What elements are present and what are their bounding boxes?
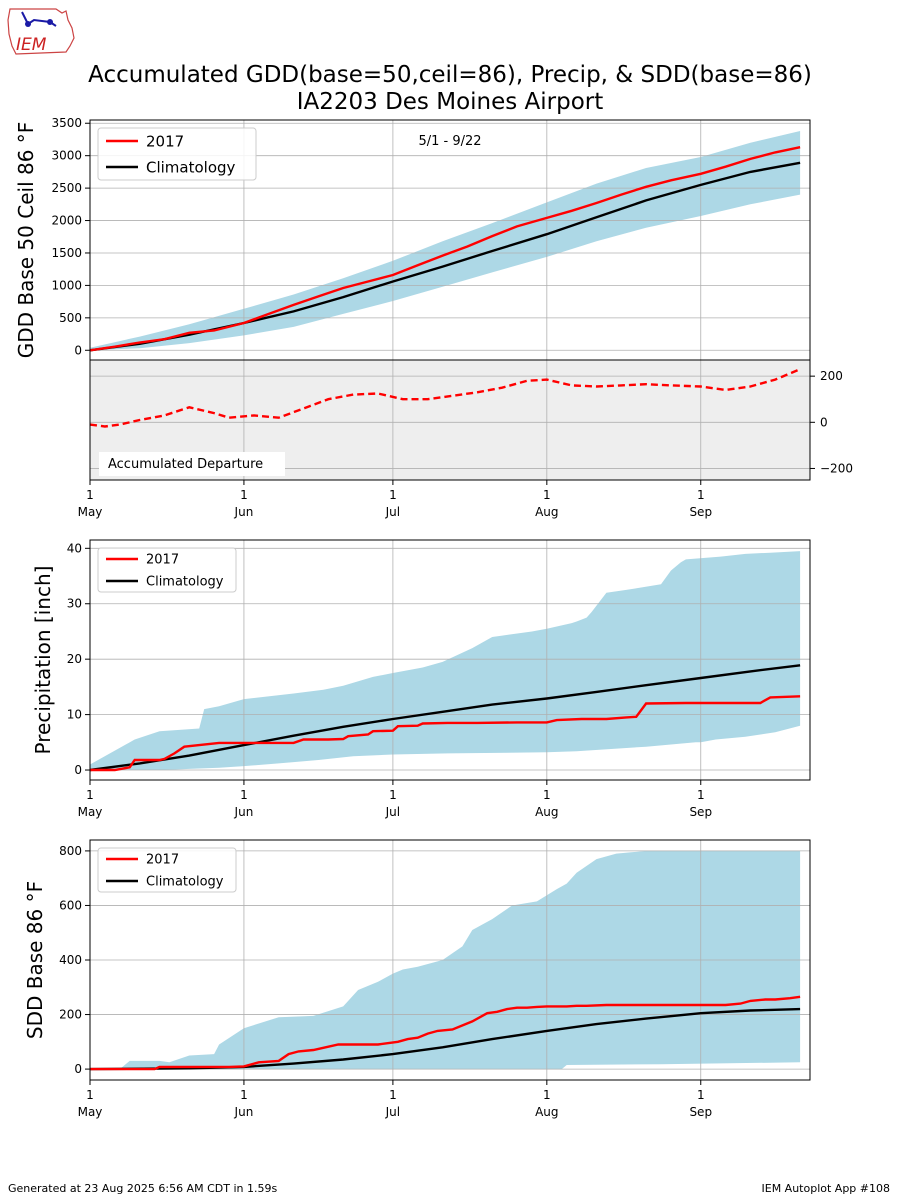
departure-xtick-day-label: 1 xyxy=(86,488,94,502)
departure-ytick-label: 0 xyxy=(820,415,828,429)
departure-xtick-month-label: May xyxy=(78,505,103,519)
sdd-xtick-day-label: 1 xyxy=(86,1088,94,1102)
sdd-xtick-month-label: Sep xyxy=(689,1105,712,1119)
departure-panel: −200 0 200 1 May 1 Jun 1 Jul 1 Aug 1 Sep Accumulated … xyxy=(78,359,853,519)
gdd-ytick-label: 0 xyxy=(74,343,82,357)
gdd-ytick-label: 3500 xyxy=(51,116,82,130)
precip-ytick-label: 20 xyxy=(67,652,82,666)
precip-xtick-day-label: 1 xyxy=(697,788,705,802)
departure-xtick-month-label: Aug xyxy=(535,505,558,519)
precip-ytick-label: 0 xyxy=(74,763,82,777)
gdd-legend-label: Climatology xyxy=(146,158,236,176)
departure-xtick-day-label: 1 xyxy=(697,488,705,502)
precip-legend: 2017 Climatology xyxy=(97,547,237,593)
precip-observed-line xyxy=(90,695,801,772)
precip-ytick-label: 30 xyxy=(67,597,82,611)
gdd-legend-label: 2017 xyxy=(146,132,184,150)
gdd-observed-line xyxy=(89,146,801,352)
precip-legend-label: 2017 xyxy=(146,553,179,568)
precip-xtick-day-label: 1 xyxy=(240,788,248,802)
app-footer: IEM Autoplot App #108 xyxy=(761,1182,891,1195)
departure-xtick-month-label: Sep xyxy=(689,505,712,519)
sdd-legend-label: 2017 xyxy=(146,853,179,868)
sdd-ytick-label: 800 xyxy=(59,844,82,858)
precip-xtick-day-label: 1 xyxy=(86,788,94,802)
precip-xtick-day-label: 1 xyxy=(543,788,551,802)
precip-xtick-month-label: Jun xyxy=(234,805,254,819)
sdd-ytick-label: 400 xyxy=(59,953,82,967)
sdd-xtick-day-label: 1 xyxy=(697,1088,705,1102)
gdd-ytick-label: 2500 xyxy=(51,181,82,195)
gdd-ylabel: GDD Base 50 Ceil 86 °F xyxy=(14,122,38,359)
precip-ytick-label: 10 xyxy=(67,708,82,722)
precip-range-band xyxy=(90,551,801,770)
precip-climatology-line xyxy=(89,664,801,772)
sdd-xtick-day-label: 1 xyxy=(389,1088,397,1102)
iem-logo: IEM xyxy=(6,6,76,58)
sdd-ytick-label: 600 xyxy=(59,898,82,912)
departure-xtick-day-label: 1 xyxy=(543,488,551,502)
departure-ytick-label: 200 xyxy=(820,369,843,383)
gdd-ytick-label: 3000 xyxy=(51,149,82,163)
precip-frame xyxy=(89,539,811,781)
departure-frame xyxy=(89,359,811,481)
departure-xtick-day-label: 1 xyxy=(389,488,397,502)
sdd-xtick-month-label: Aug xyxy=(535,1105,558,1119)
precip-xtick-month-label: Jul xyxy=(385,805,400,819)
sdd-panel: 0 200 400 600 800 1 May 1 Jun 1 Jul 1 Aug 1 Sep SDD Bas… xyxy=(23,839,811,1119)
sdd-xtick-month-label: Jul xyxy=(385,1105,400,1119)
precip-xtick-month-label: May xyxy=(78,805,103,819)
sdd-climatology-line xyxy=(89,1007,801,1071)
precip-xtick-day-label: 1 xyxy=(389,788,397,802)
precip-ytick-label: 40 xyxy=(67,541,82,555)
gdd-ytick-label: 500 xyxy=(59,311,82,325)
sdd-legend: 2017 Climatology xyxy=(97,847,237,893)
departure-label-box xyxy=(99,452,285,476)
sdd-ytick-label: 0 xyxy=(74,1062,82,1076)
sdd-xtick-day-label: 1 xyxy=(240,1088,248,1102)
svg-text:IEM: IEM xyxy=(16,35,47,55)
precip-xtick-month-label: Sep xyxy=(689,805,712,819)
sdd-observed-line xyxy=(90,995,801,1071)
departure-ytick-label: −200 xyxy=(820,461,853,475)
gdd-ytick-label: 1000 xyxy=(51,278,82,292)
departure-xtick-day-label: 1 xyxy=(240,488,248,502)
gdd-ytick-label: 1500 xyxy=(51,246,82,260)
gdd-legend: 2017 Climatology xyxy=(97,127,257,181)
sdd-ytick-label: 200 xyxy=(59,1008,82,1022)
sdd-ylabel: SDD Base 86 °F xyxy=(23,881,47,1039)
precip-xtick-month-label: Aug xyxy=(535,805,558,819)
departure-xtick-month-label: Jun xyxy=(234,505,254,519)
sdd-legend-label: Climatology xyxy=(146,875,224,890)
precip-legend-label: Climatology xyxy=(146,575,224,590)
chart-title: Accumulated GDD(base=50,ceil=86), Precip… xyxy=(0,62,900,116)
generated-footer: Generated at 23 Aug 2025 6:56 AM CDT in … xyxy=(8,1182,278,1195)
sdd-xtick-month-label: May xyxy=(78,1105,103,1119)
gdd-range-band xyxy=(90,131,801,351)
gdd-ytick-label: 2000 xyxy=(51,214,82,228)
departure-xtick-month-label: Jul xyxy=(385,505,400,519)
precip-ylabel: Precipitation [inch] xyxy=(31,566,55,755)
departure-label: Accumulated Departure xyxy=(108,457,263,472)
departure-departure-line xyxy=(89,368,801,428)
sdd-xtick-day-label: 1 xyxy=(543,1088,551,1102)
gdd-panel: 0 500 1000 1500 2000 2500 3000 3500 GDD Base 50 … xyxy=(14,116,811,361)
chart-title-line2: IA2203 Des Moines Airport xyxy=(296,89,604,115)
chart-title-line1: Accumulated GDD(base=50,ceil=86), Precip… xyxy=(88,62,812,88)
precip-panel: 0 10 20 30 40 1 May 1 Jun 1 Jul 1 Aug 1 Sep Precipitati… xyxy=(31,539,811,819)
date-range-annotation: 5/1 - 9/22 xyxy=(418,134,481,149)
sdd-xtick-month-label: Jun xyxy=(234,1105,254,1119)
